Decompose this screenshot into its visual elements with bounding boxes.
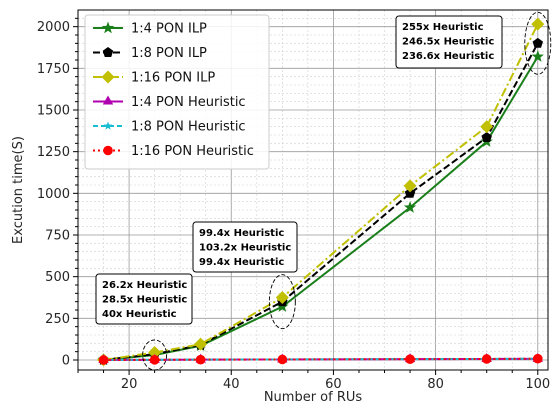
data-point [480, 120, 494, 134]
annotations: 26.2x Heuristic 28.5x Heuristic 40x Heuris… [95, 15, 503, 325]
data-point [275, 291, 289, 304]
legend-entry: 1:16 PON ILP [93, 70, 215, 86]
x-tick-label: 100 [525, 377, 550, 392]
data-point [532, 37, 544, 48]
data-point [194, 337, 208, 351]
legend-entry: 1:4 PON Heuristic [93, 95, 246, 110]
data-point [277, 354, 288, 365]
legend-label: 1:16 PON Heuristic [131, 144, 254, 159]
data-point [98, 355, 109, 365]
annotation-text: 255x Heuristic [402, 22, 484, 33]
data-point [403, 179, 417, 193]
y-tick-label: 1500 [37, 104, 70, 119]
data-point [148, 346, 162, 359]
data-point [481, 132, 492, 142]
legend-marker [101, 70, 115, 84]
legend-label: 1:16 PON ILP [131, 71, 215, 86]
annotation-ellipse [268, 274, 296, 330]
x-tick-label: 80 [427, 377, 444, 392]
axis-ticks: 20 40 60 80 10002505007501000125015001750200… [37, 17, 550, 392]
legend-marker [103, 121, 113, 130]
x-axis-title: Number of RUs [264, 390, 363, 405]
legend-entry: 1:8 PON ILP [93, 46, 207, 61]
annotation-text: 103.2x Heuristic [199, 243, 291, 254]
annotation-frame [95, 273, 193, 325]
legend-box [84, 14, 270, 170]
y-tick-label: 1750 [37, 62, 70, 77]
data-point [149, 355, 160, 365]
legend-label: 1:8 PON Heuristic [131, 120, 246, 135]
annotation-text: 99.4x Heuristic [199, 228, 284, 239]
data-point [404, 187, 416, 198]
annotation-box: 26.2x Heuristic 28.5x Heuristic 40x Heuris… [95, 273, 193, 325]
legend-marker [101, 21, 115, 34]
annotation-text: 99.4x Heuristic [199, 257, 284, 268]
annotation-text: 246.5x Heuristic [402, 37, 494, 48]
y-tick-label: 1000 [37, 187, 70, 202]
y-axis-title: Excution time(S) [11, 136, 26, 244]
legend-label: 1:8 PON ILP [131, 46, 207, 61]
annotation-frame [192, 221, 298, 273]
data-point [531, 17, 545, 31]
y-tick-label: 2000 [37, 20, 70, 35]
legend-label: 1:4 PON Heuristic [131, 95, 246, 110]
annotation-text: 40x Heuristic [102, 309, 177, 320]
x-tick-label: 20 [121, 377, 138, 392]
annotation-frame [395, 15, 503, 69]
y-tick-label: 250 [45, 312, 70, 327]
annotation-box: 255x Heuristic 246.5x Heuristic 236.6x Heu… [395, 15, 503, 69]
legend-entry: 1:16 PON Heuristic [93, 144, 254, 159]
legend-marker [103, 145, 113, 156]
legend-marker [102, 47, 114, 57]
series-layer [97, 17, 545, 367]
data-point [403, 201, 417, 213]
data-point [481, 354, 492, 364]
annotation-ellipse [524, 11, 552, 75]
data-point [532, 353, 543, 364]
annotation-text: 28.5x Heuristic [102, 295, 187, 306]
series-6 [98, 353, 543, 365]
legend-entry: 1:8 PON Heuristic [93, 120, 246, 135]
x-tick-label: 60 [325, 377, 342, 392]
data-point [531, 50, 544, 62]
annotation-text: 26.2x Heuristic [102, 280, 187, 291]
legend-marker [102, 95, 114, 105]
y-tick-label: 750 [45, 229, 70, 244]
y-tick-label: 500 [45, 270, 70, 285]
legend: 1:4 PON ILP 1:8 PON ILP 1:16 PON ILP 1:4 PO… [84, 14, 270, 170]
annotation-box: 99.4x Heuristic 103.2x Heuristic 99.4x Heu… [192, 221, 298, 273]
y-tick-label: 0 [62, 354, 70, 369]
y-tick-label: 1250 [37, 145, 70, 160]
legend-label: 1:4 PON ILP [131, 22, 207, 37]
plot-frame [77, 9, 549, 371]
data-point [405, 354, 415, 364]
data-point [195, 354, 206, 365]
x-tick-label: 40 [223, 377, 240, 392]
annotation-text: 236.6x Heuristic [402, 51, 494, 62]
legend-entry: 1:4 PON ILP [93, 21, 207, 37]
